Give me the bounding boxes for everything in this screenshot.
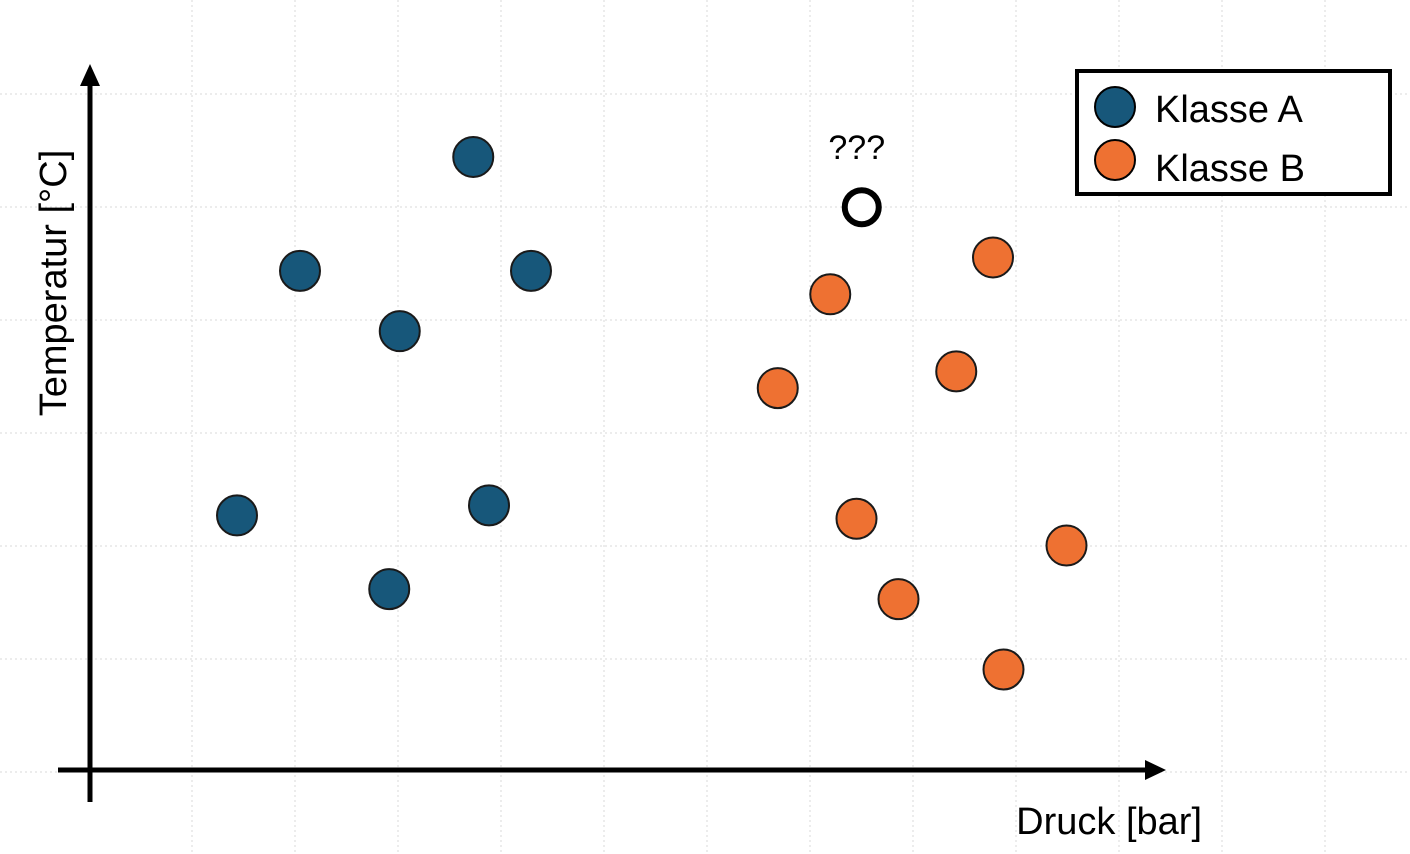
data-point-klasse-b (982, 648, 1025, 691)
data-point-klasse-b (877, 578, 920, 621)
x-axis-arrow (1145, 760, 1166, 780)
legend-label-klasse-b: Klasse B (1155, 148, 1305, 190)
legend: Klasse A Klasse B (1075, 69, 1392, 196)
legend-marker-klasse-a (1094, 86, 1136, 128)
query-point (841, 187, 882, 228)
data-point-klasse-b (972, 236, 1014, 279)
axes (58, 64, 1166, 802)
data-point-klasse-a (452, 135, 495, 178)
data-point-klasse-a (378, 310, 421, 353)
data-point-klasse-b (835, 497, 878, 540)
data-point-klasse-a (279, 249, 321, 292)
data-point-klasse-a (468, 484, 510, 527)
legend-marker-klasse-b (1094, 139, 1136, 181)
legend-label-klasse-a: Klasse A (1155, 89, 1304, 131)
data-point-klasse-b (756, 367, 799, 410)
x-axis-label: Druck [bar] (1016, 801, 1202, 843)
data-point-klasse-a (510, 249, 552, 292)
data-point-klasse-b (935, 350, 978, 393)
query-label: ??? (828, 129, 885, 167)
y-axis-label: Temperatur [°C] (33, 150, 75, 417)
annotations: ??? (828, 129, 885, 228)
data-point-klasse-a (216, 494, 258, 537)
data-point-klasse-b (809, 273, 852, 316)
data-point-klasse-a (368, 568, 411, 611)
data-point-klasse-b (1045, 524, 1088, 567)
data-points (216, 135, 1088, 691)
y-axis-arrow (80, 64, 100, 86)
